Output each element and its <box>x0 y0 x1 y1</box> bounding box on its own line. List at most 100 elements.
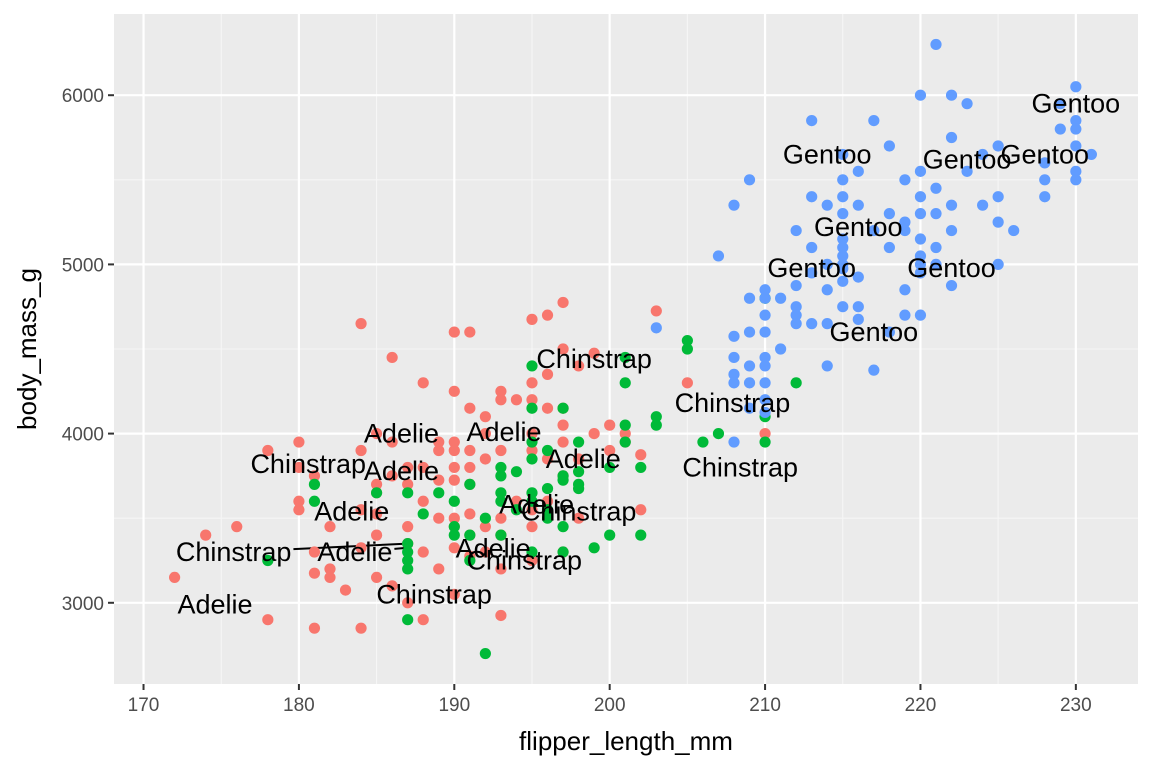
point-adelie <box>526 427 538 440</box>
point-gentoo <box>1039 157 1051 169</box>
label-chinstrap: Chinstrap <box>466 545 582 575</box>
point-gentoo <box>821 318 833 330</box>
y-tick-label: 4000 <box>62 425 104 446</box>
point-adelie <box>495 563 507 575</box>
point-gentoo <box>852 199 864 211</box>
point-gentoo <box>1070 81 1082 93</box>
data-points <box>169 38 1097 660</box>
point-gentoo <box>821 199 833 211</box>
point-adelie <box>479 411 491 423</box>
point-gentoo <box>837 241 849 254</box>
point-chinstrap <box>635 529 647 541</box>
point-chinstrap <box>495 487 507 499</box>
point-chinstrap <box>526 453 538 465</box>
point-chinstrap <box>573 482 585 495</box>
point-gentoo <box>743 174 756 186</box>
point-adelie <box>293 504 305 516</box>
point-adelie <box>262 444 274 457</box>
label-chinstrap: Chinstrap <box>176 537 292 567</box>
point-chinstrap <box>417 508 429 520</box>
x-tick-label: 210 <box>749 695 781 716</box>
point-gentoo <box>1039 191 1051 203</box>
point-gentoo <box>759 292 771 304</box>
point-chinstrap <box>448 529 460 541</box>
label-gentoo: Gentoo <box>814 212 903 242</box>
point-gentoo <box>883 140 895 152</box>
point-adelie <box>324 521 336 533</box>
y-axis-title: body_mass_g <box>12 268 42 430</box>
point-adelie <box>402 597 414 609</box>
label-gentoo: Gentoo <box>907 253 996 283</box>
point-gentoo <box>759 284 771 296</box>
label-adelie: Adelie <box>364 419 439 449</box>
point-chinstrap <box>650 411 662 423</box>
point-adelie <box>526 554 538 567</box>
point-gentoo <box>914 267 927 279</box>
point-adelie <box>619 427 631 440</box>
point-adelie <box>448 436 460 448</box>
point-adelie <box>448 461 460 474</box>
point-adelie <box>386 351 398 364</box>
point-adelie <box>417 495 429 507</box>
point-gentoo <box>914 250 927 262</box>
point-gentoo <box>837 233 849 245</box>
point-gentoo <box>883 326 895 338</box>
point-adelie <box>526 521 538 533</box>
point-gentoo <box>759 326 771 338</box>
point-adelie <box>510 394 523 406</box>
point-chinstrap <box>697 436 709 448</box>
point-gentoo <box>914 191 927 203</box>
point-gentoo <box>945 131 958 144</box>
point-gentoo <box>899 284 911 296</box>
point-adelie <box>650 305 662 317</box>
label-adelie: Adelie <box>364 456 439 486</box>
point-adelie <box>417 546 429 558</box>
label-chinstrap: Chinstrap <box>250 449 366 479</box>
point-gentoo <box>1054 98 1066 110</box>
point-gentoo <box>977 148 989 161</box>
point-adelie <box>635 504 647 516</box>
point-gentoo <box>930 258 942 271</box>
point-adelie <box>681 377 693 389</box>
point-adelie <box>355 444 367 457</box>
point-adelie <box>448 588 460 600</box>
point-gentoo <box>728 330 740 342</box>
label-adelie: Adelie <box>317 537 392 567</box>
point-adelie <box>588 427 600 440</box>
point-gentoo <box>712 250 725 262</box>
point-adelie <box>448 512 460 524</box>
point-gentoo <box>852 165 864 177</box>
point-gentoo <box>1085 148 1097 161</box>
point-adelie <box>386 436 398 448</box>
point-gentoo <box>728 377 740 389</box>
point-adelie <box>526 504 538 516</box>
point-chinstrap <box>681 334 693 347</box>
label-chinstrap: Chinstrap <box>682 452 798 482</box>
point-adelie <box>557 343 569 355</box>
point-adelie <box>495 394 507 406</box>
point-adelie <box>308 622 321 634</box>
x-tick-label: 220 <box>905 695 937 716</box>
point-chinstrap <box>619 436 631 448</box>
x-tick-label: 180 <box>283 695 315 716</box>
point-adelie <box>448 385 460 397</box>
point-gentoo <box>650 322 662 334</box>
label-adelie: Adelie <box>466 417 541 447</box>
point-adelie <box>433 563 445 575</box>
point-chinstrap <box>262 554 274 567</box>
point-adelie <box>386 580 398 592</box>
point-gentoo <box>759 360 771 372</box>
point-gentoo <box>759 377 771 389</box>
point-chinstrap <box>308 478 321 490</box>
point-gentoo <box>837 191 849 203</box>
point-adelie <box>448 444 460 457</box>
point-adelie <box>448 474 460 486</box>
y-tick-label: 5000 <box>62 255 104 276</box>
point-gentoo <box>821 284 833 296</box>
point-adelie <box>371 478 383 490</box>
point-chinstrap <box>650 419 662 431</box>
point-chinstrap <box>619 419 631 431</box>
point-gentoo <box>961 98 973 110</box>
point-gentoo <box>868 114 880 127</box>
point-gentoo <box>930 241 942 254</box>
